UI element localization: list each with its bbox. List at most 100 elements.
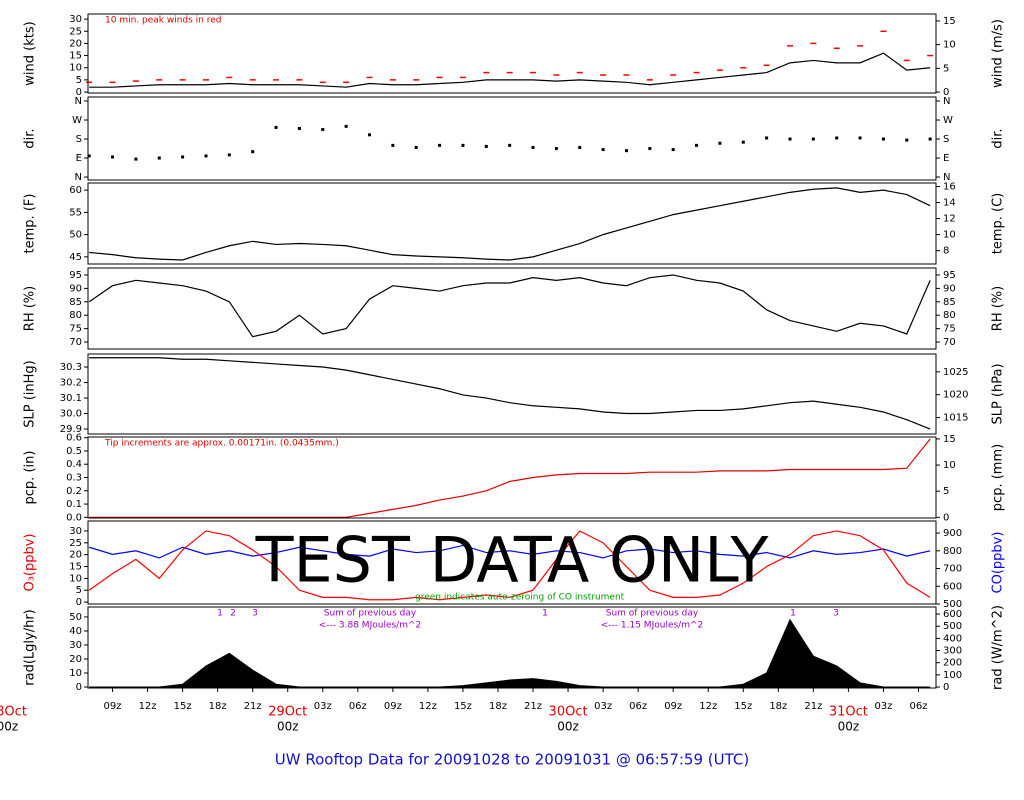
peak-mark	[226, 76, 233, 79]
y-tick-label: 45	[69, 252, 82, 263]
panel-frame	[87, 267, 937, 350]
hour-label: 00z	[838, 720, 860, 734]
scatter-point	[554, 147, 558, 151]
peak-mark	[857, 45, 864, 47]
y2-tick-label: 75	[943, 324, 956, 335]
y-tick-label: N	[75, 96, 82, 107]
y2-axis-label: rad (W/m^2)	[991, 605, 1006, 690]
peak-mark	[413, 79, 420, 81]
scatter-point	[274, 125, 278, 129]
x-tick-label: 12z	[699, 701, 717, 712]
y-tick-label: 50	[69, 230, 82, 241]
y-tick-label: 5	[76, 585, 82, 596]
scatter-point	[484, 144, 488, 148]
y2-tick-label: 16	[943, 182, 956, 193]
y-axis-label: SLP (inHg)	[23, 360, 38, 428]
note: <--- 3.88 MJoules/m^2	[319, 621, 421, 631]
scatter-point	[578, 145, 582, 149]
x-tick-label: 15z	[454, 701, 472, 712]
y-tick-label: 0.6	[66, 433, 82, 444]
y2-tick-label: 100	[943, 670, 962, 681]
peak-mark	[319, 81, 326, 84]
y2-axis-label: wind (m/s)	[991, 19, 1006, 88]
peak-mark	[296, 79, 303, 81]
hour-label: 00z	[557, 720, 579, 734]
scatter-point	[204, 154, 208, 158]
y2-tick-label: 10	[943, 40, 956, 51]
y-tick-label: 30	[69, 526, 82, 537]
panel-frame	[87, 353, 937, 435]
line	[89, 438, 931, 518]
y2-tick-label: 80	[943, 310, 956, 321]
y-tick-label: 80	[69, 310, 82, 321]
y-tick-label: 0	[76, 597, 82, 608]
line	[89, 187, 931, 261]
note: 1	[542, 609, 548, 619]
y-tick-label: 90	[69, 283, 82, 294]
note: Sum of previous day	[606, 609, 699, 619]
y2-tick-label: 0	[943, 87, 949, 98]
y-tick-label: 70	[69, 337, 82, 348]
x-tick-label: 18z	[769, 701, 787, 712]
y-tick-label: 85	[69, 297, 82, 308]
y2-tick-label: N	[943, 96, 950, 107]
panel-frame	[87, 436, 937, 519]
y2-tick-label: 0	[943, 512, 949, 523]
scatter-point	[601, 148, 605, 152]
y-tick-label: 30.3	[60, 362, 82, 373]
y2-tick-label: 500	[943, 599, 962, 610]
y2-tick-label: 1025	[943, 367, 968, 378]
peak-mark	[179, 79, 186, 81]
y-axis-label: pcp. (in)	[23, 451, 38, 505]
x-tick-label: 09z	[104, 701, 122, 712]
y2-axis-label: pcp. (mm)	[991, 444, 1006, 511]
y2-tick-label: 200	[943, 658, 962, 669]
y-axis-label: temp. (F)	[23, 194, 38, 254]
peak-mark	[343, 81, 350, 84]
x-tick-label: 03z	[594, 701, 612, 712]
peak-mark	[623, 74, 630, 76]
peak-mark	[786, 45, 793, 47]
y-tick-label: 0	[76, 682, 82, 693]
y2-tick-label: 500	[943, 621, 962, 632]
scatter-point	[881, 137, 885, 141]
y-tick-label: W	[72, 115, 82, 126]
y-tick-label: 50	[69, 612, 82, 623]
y2-tick-label: W	[943, 115, 953, 126]
y2-axis-label: SLP (hPa)	[991, 363, 1006, 424]
x-tick-label: 12z	[139, 701, 157, 712]
scatter-point	[461, 143, 465, 147]
y-tick-label: 20	[69, 654, 82, 665]
panel-frame	[87, 96, 937, 181]
y2-tick-label: 900	[943, 528, 962, 539]
x-tick-label: 06z	[349, 701, 367, 712]
x-tick-label: 03z	[874, 701, 892, 712]
y2-tick-label: 800	[943, 546, 962, 557]
y-tick-label: 10	[69, 63, 82, 74]
y-tick-label: 30	[69, 640, 82, 651]
watermark: TEST DATA ONLY	[255, 524, 769, 597]
y-tick-label: 10	[69, 573, 82, 584]
y-tick-label: 95	[69, 270, 82, 281]
y2-tick-label: 600	[943, 581, 962, 592]
y2-axis-label: dir.	[991, 128, 1006, 148]
line	[88, 544, 931, 559]
scatter-point	[134, 157, 138, 161]
peak-mark	[810, 42, 817, 45]
y2-tick-label: 10	[943, 460, 956, 471]
peak-mark	[880, 30, 887, 33]
peak-mark	[600, 74, 607, 76]
scatter-point	[251, 150, 255, 154]
scatter-point	[648, 147, 652, 151]
date-label: 28Oct	[0, 705, 27, 720]
x-tick-label: 03z	[314, 701, 332, 712]
scatter-point	[765, 136, 769, 140]
y-tick-label: 60	[69, 185, 82, 196]
y2-tick-label: 70	[943, 337, 956, 348]
x-tick-label: 06z	[629, 701, 647, 712]
hour-label: 00z	[0, 720, 18, 734]
x-tick-label: 09z	[664, 701, 682, 712]
peak-mark	[716, 69, 723, 71]
y2-tick-label: 90	[943, 283, 956, 294]
